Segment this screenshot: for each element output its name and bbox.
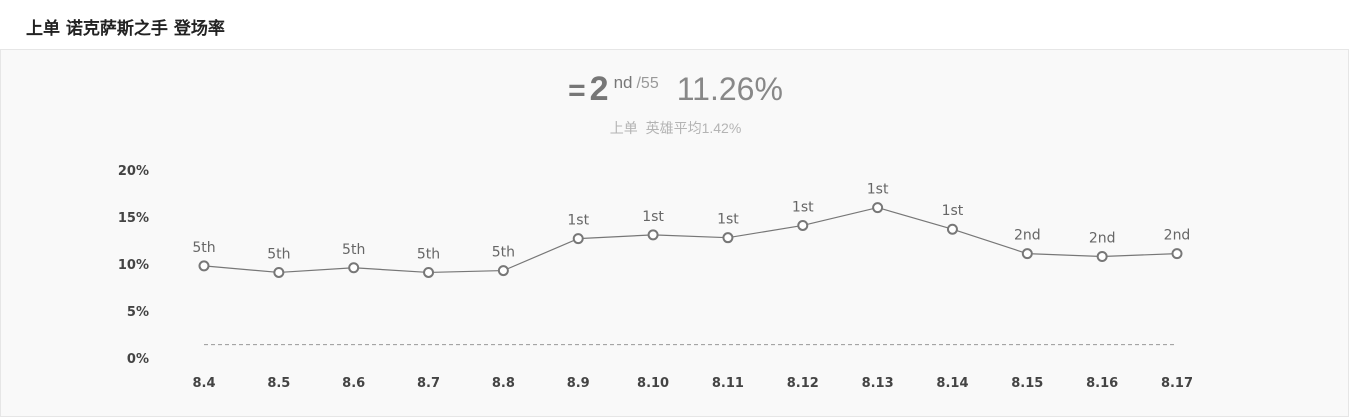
data-point xyxy=(946,223,958,235)
x-tick-label: 8.7 xyxy=(417,376,440,391)
x-tick-label: 8.14 xyxy=(936,376,968,391)
rank-suffix: nd xyxy=(613,73,633,92)
data-label: 1st xyxy=(942,203,964,219)
data-point xyxy=(722,232,734,244)
data-label: 1st xyxy=(642,209,664,225)
data-point xyxy=(198,260,210,272)
data-label: 2nd xyxy=(1164,228,1191,244)
x-tick-label: 8.4 xyxy=(192,376,215,391)
x-tick-label: 8.9 xyxy=(567,376,590,391)
data-label: 5th xyxy=(192,240,215,256)
data-point xyxy=(348,262,360,274)
data-point xyxy=(1096,250,1108,262)
x-tick-label: 8.15 xyxy=(1011,376,1043,391)
data-label: 1st xyxy=(567,213,589,229)
data-point xyxy=(497,265,509,277)
data-label: 2nd xyxy=(1089,230,1116,246)
rank-equal-icon: = xyxy=(568,74,586,107)
data-point xyxy=(423,266,435,278)
x-tick-label: 8.5 xyxy=(267,376,290,391)
data-point xyxy=(1021,248,1033,260)
x-tick-label: 8.13 xyxy=(862,376,894,391)
series-line xyxy=(203,206,1178,274)
data-label: 5th xyxy=(267,246,290,262)
y-tick-label: 15% xyxy=(118,211,149,226)
data-label: 1st xyxy=(867,182,889,198)
data-label: 1st xyxy=(717,212,739,228)
data-label: 1st xyxy=(792,199,814,215)
data-point xyxy=(572,233,584,245)
data-label: 2nd xyxy=(1014,228,1041,244)
role-label: 上单 xyxy=(609,120,638,136)
y-tick-label: 20% xyxy=(118,164,149,179)
chart-header: 上单 诺克萨斯之手 登场率 xyxy=(0,0,1349,50)
data-point xyxy=(872,202,884,214)
data-point xyxy=(273,266,285,278)
x-tick-label: 8.12 xyxy=(787,376,819,391)
x-tick-label: 8.11 xyxy=(712,376,744,391)
rank-number: 2 xyxy=(589,70,609,108)
x-tick-label: 8.6 xyxy=(342,376,365,391)
data-label: 5th xyxy=(417,246,440,262)
x-tick-label: 8.10 xyxy=(637,376,669,391)
y-tick-label: 5% xyxy=(127,305,149,320)
data-label: 5th xyxy=(342,242,365,258)
x-tick-label: 8.17 xyxy=(1161,376,1193,391)
y-tick-label: 10% xyxy=(118,258,149,273)
pick-rate-value: 11.26% xyxy=(676,71,783,107)
data-point xyxy=(647,229,659,241)
y-tick-label: 0% xyxy=(127,352,149,367)
average-line: 上单 英雄平均1.42% xyxy=(1,118,1349,138)
x-tick-label: 8.16 xyxy=(1086,376,1118,391)
x-tick-label: 8.8 xyxy=(492,376,515,391)
line-chart: 0% 5% 10% 15% 20% 8.4 8.5 8.6 8.7 8.8 8.9 8.10 8.11 8… xyxy=(118,164,1193,391)
data-point xyxy=(797,219,809,231)
data-label: 5th xyxy=(492,245,515,261)
data-point xyxy=(1171,248,1183,260)
page-title: 上单 诺克萨斯之手 登场率 xyxy=(26,19,225,39)
rank-total: /55 xyxy=(636,75,659,92)
average-label: 英雄平均1.42% xyxy=(645,120,742,136)
